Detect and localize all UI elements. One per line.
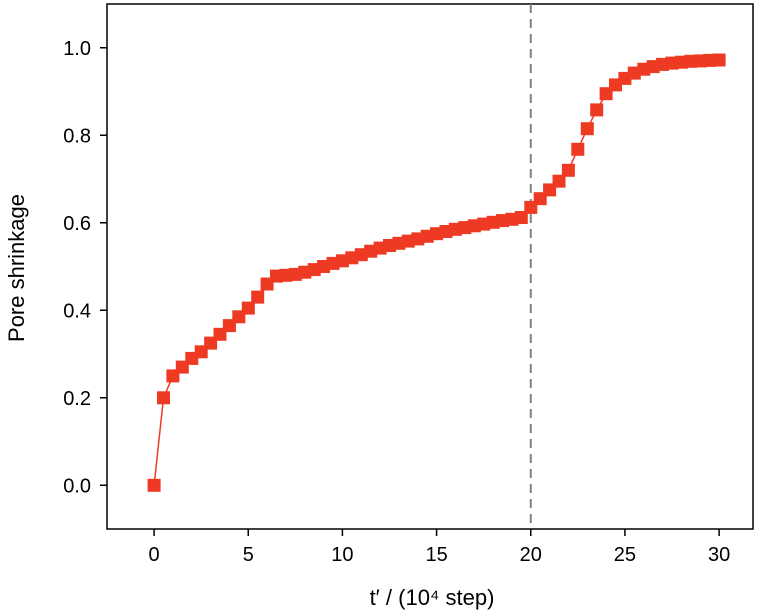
x-tick-label: 20	[520, 544, 542, 566]
series-line	[153, 59, 720, 486]
x-tick-label: 30	[708, 544, 730, 566]
data-point-marker	[157, 391, 170, 405]
y-tick-label: 0.8	[63, 125, 91, 147]
plot-area	[106, 3, 754, 530]
data-point-marker	[147, 478, 161, 492]
data-point-marker	[251, 290, 265, 304]
plot-frame	[106, 3, 754, 530]
x-tick-label: 5	[243, 544, 254, 566]
y-tick-label: 0.6	[63, 213, 91, 235]
data-point-marker	[514, 211, 528, 224]
data-point-marker	[712, 53, 726, 67]
x-axis-label: t′ / (10⁴ step)	[370, 585, 495, 610]
data-point-marker	[561, 163, 575, 177]
data-point-marker	[580, 122, 594, 136]
data-point-marker	[571, 142, 585, 156]
x-tick-label: 0	[149, 544, 160, 566]
y-axis-label: Pore shrinkage	[4, 194, 29, 342]
data-point-marker	[241, 301, 255, 315]
y-tick-label: 0.4	[63, 300, 91, 322]
data-layer	[147, 53, 726, 492]
y-axis-ticks: 0.0 0.2 0.4 0.6 0.8 1.0	[63, 38, 107, 497]
x-tick-label: 10	[331, 544, 353, 566]
x-axis-ticks: 0 5 10 15 20 25 30	[149, 529, 730, 566]
y-tick-label: 1.0	[63, 38, 91, 60]
y-tick-label: 0.0	[63, 475, 91, 497]
data-point-marker	[590, 103, 604, 117]
x-tick-label: 15	[425, 544, 447, 566]
x-tick-label: 25	[614, 544, 636, 566]
y-tick-label: 0.2	[63, 388, 91, 410]
data-point-marker	[552, 174, 566, 188]
